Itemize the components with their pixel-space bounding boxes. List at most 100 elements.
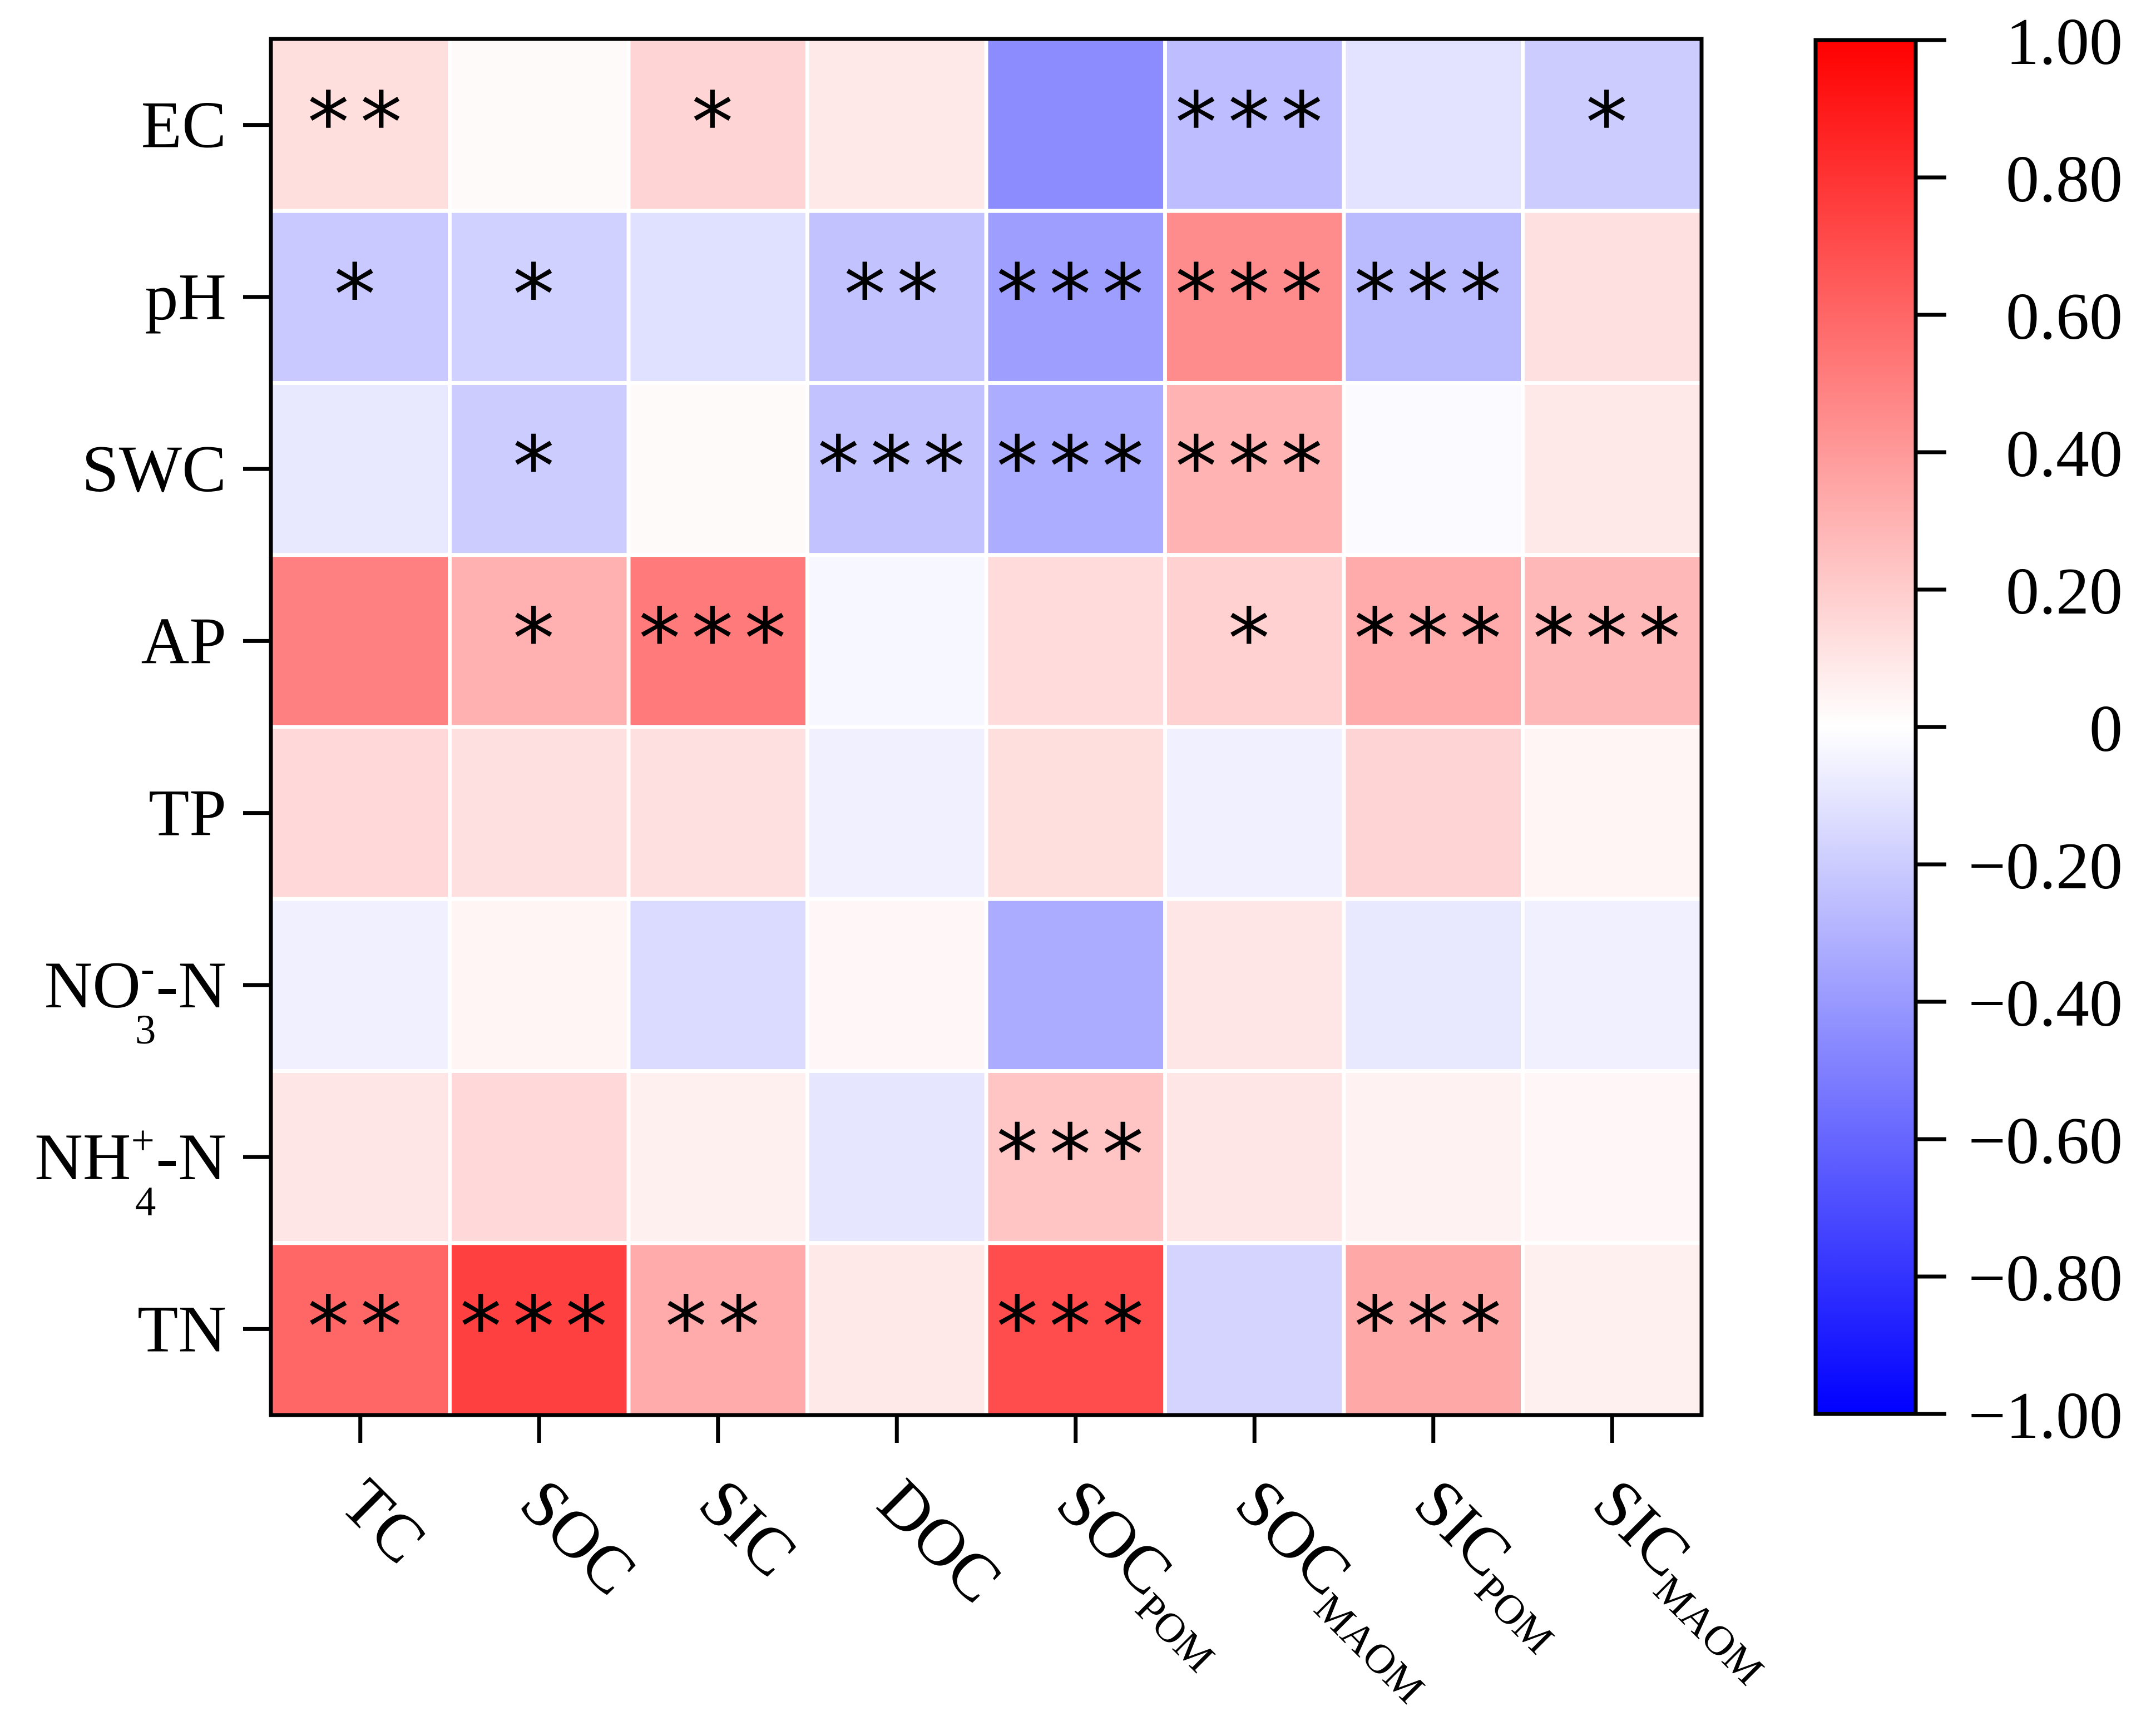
y-tick-label: TP <box>149 776 226 850</box>
heatmap-cell-nh4-n-sicmaom <box>1521 1069 1704 1245</box>
significance-label: * <box>513 591 566 688</box>
heatmap-cell-nh4-n-socmaom <box>1163 1069 1346 1245</box>
heatmap-cell-tp-sicpom <box>1342 725 1525 901</box>
heatmap-cell-ap-socpom <box>984 553 1167 729</box>
heatmap-cell-ap-sicpom <box>1342 553 1525 729</box>
heatmap-cell-swc-socmaom <box>1163 381 1346 557</box>
heatmap-cell-ec-doc <box>805 37 988 213</box>
significance-label: *** <box>1533 591 1692 688</box>
significance-label: *** <box>1354 1279 1512 1376</box>
heatmap-cell-ph-soc <box>448 209 631 385</box>
y-tick-label: pH <box>145 260 226 334</box>
colorbar-tick-label: −1.00 <box>1968 1378 2123 1452</box>
heatmap-cell-ph-sic <box>626 209 809 385</box>
heatmap-cell-no3-n-soc <box>448 897 631 1073</box>
colorbar-tick-label: 0.40 <box>2006 417 2123 491</box>
heatmap-cell-ap-sic <box>626 553 809 729</box>
heatmap-cell-ec-sic <box>626 37 809 213</box>
heatmap-cell-no3-n-socpom <box>984 897 1167 1073</box>
heatmap-cell-tn-sic <box>626 1241 809 1417</box>
heatmap-cell-ap-tc <box>269 553 452 729</box>
significance-label: * <box>513 247 566 344</box>
x-tick-label: SICMAOM <box>1571 1465 1801 1694</box>
heatmap-cell-nh4-n-doc <box>805 1069 988 1245</box>
heatmap-cell-ec-soc <box>448 37 631 213</box>
heatmap-cell-ap-socmaom <box>1163 553 1346 729</box>
significance-label: ** <box>308 1279 413 1376</box>
heatmap-cell-ec-sicpom <box>1342 37 1525 213</box>
heatmap-cell-nh4-n-sicpom <box>1342 1069 1525 1245</box>
heatmap-cell-ph-sicpom <box>1342 209 1525 385</box>
significance-label: * <box>513 419 566 516</box>
heatmap-cell-swc-sic <box>626 381 809 557</box>
heatmap-cell-swc-doc <box>805 381 988 557</box>
heatmap-cell-nh4-n-soc <box>448 1069 631 1245</box>
heatmap-cell-ap-sicmaom <box>1521 553 1704 729</box>
colorbar-tick-label: −0.20 <box>1968 829 2123 903</box>
significance-label: * <box>334 247 387 344</box>
heatmap-cell-no3-n-tc <box>269 897 452 1073</box>
significance-label: *** <box>996 247 1155 344</box>
x-tick-label: TC <box>328 1465 440 1577</box>
colorbar-tick-label: −0.80 <box>1968 1241 2123 1315</box>
significance-label: *** <box>1175 419 1334 516</box>
colorbar-tick-label: 1.00 <box>2006 4 2123 78</box>
x-tick-label: SIC <box>685 1465 811 1590</box>
significance-label: *** <box>996 1279 1155 1376</box>
significance-label: *** <box>996 419 1155 516</box>
y-tick-label: AP <box>141 604 226 677</box>
heatmap-cell-tn-socmaom <box>1163 1241 1346 1417</box>
heatmap-cell-nh4-n-socpom <box>984 1069 1167 1245</box>
significance-label: *** <box>460 1279 619 1376</box>
heatmap-cell-no3-n-doc <box>805 897 988 1073</box>
x-tick-label: DOC <box>864 1465 1016 1616</box>
heatmap-cell-tn-tc <box>269 1241 452 1417</box>
colorbar-gradient <box>1813 38 1918 1416</box>
heatmap-cell-no3-n-socmaom <box>1163 897 1346 1073</box>
colorbar-tick-label: 0.20 <box>2006 554 2123 628</box>
heatmap-cells <box>269 37 1704 1417</box>
heatmap-cell-nh4-n-tc <box>269 1069 452 1245</box>
heatmap-cell-nh4-n-sic <box>626 1069 809 1245</box>
heatmap-cell-tp-tc <box>269 725 452 901</box>
plot-frame <box>269 37 1704 1417</box>
y-tick-label: SWC <box>82 432 226 506</box>
significance-label: ** <box>665 1279 771 1376</box>
significance-labels: ** * *** ** * ** *** *** **** *** *** **** *** * *** **… <box>308 75 1692 1376</box>
colorbar-tick-label: −0.60 <box>1968 1104 2123 1178</box>
heatmap-cell-ph-socpom <box>984 209 1167 385</box>
significance-label: *** <box>818 419 976 516</box>
x-tick-label: SICPOM <box>1393 1465 1591 1663</box>
heatmap-cell-ec-socpom <box>984 37 1167 213</box>
colorbar-tick-label: 0.60 <box>2006 279 2123 353</box>
heatmap-cell-tn-sicmaom <box>1521 1241 1704 1417</box>
significance-label: *** <box>996 1107 1155 1204</box>
significance-label: *** <box>1354 247 1512 344</box>
heatmap-cell-swc-tc <box>269 381 452 557</box>
heatmap-cell-tp-soc <box>448 725 631 901</box>
heatmap-cell-no3-n-sic <box>626 897 809 1073</box>
colorbar-ticks: 1.00 0.80 0.60 0.40 0.20 0 −0.20 −0.40 −0.60 −0.8… <box>1916 4 2123 1452</box>
heatmap-cell-tp-socpom <box>984 725 1167 901</box>
heatmap-cell-tp-sicmaom <box>1521 725 1704 901</box>
significance-label: * <box>1586 75 1639 172</box>
heatmap-cell-ap-doc <box>805 553 988 729</box>
heatmap-cell-tp-doc <box>805 725 988 901</box>
heatmap-cell-swc-sicmaom <box>1521 381 1704 557</box>
significance-label: *** <box>639 591 797 688</box>
significance-label: *** <box>1175 75 1334 172</box>
heatmap-cell-swc-sicpom <box>1342 381 1525 557</box>
colorbar-tick-label: −0.40 <box>1968 966 2123 1040</box>
y-tick-label: TN <box>137 1292 226 1366</box>
heatmap-cell-tp-sic <box>626 725 809 901</box>
significance-label: ** <box>308 75 413 172</box>
heatmap-cell-tp-socmaom <box>1163 725 1346 901</box>
x-tick-label: SOC <box>507 1465 651 1609</box>
significance-label: * <box>1228 591 1281 688</box>
heatmap-cell-no3-n-sicmaom <box>1521 897 1704 1073</box>
colorbar: 1.00 0.80 0.60 0.40 0.20 0 −0.20 −0.40 −0.60 −0.8… <box>1813 4 2123 1452</box>
colorbar-tick-label: 0.80 <box>2006 142 2123 216</box>
significance-label: * <box>691 75 744 172</box>
